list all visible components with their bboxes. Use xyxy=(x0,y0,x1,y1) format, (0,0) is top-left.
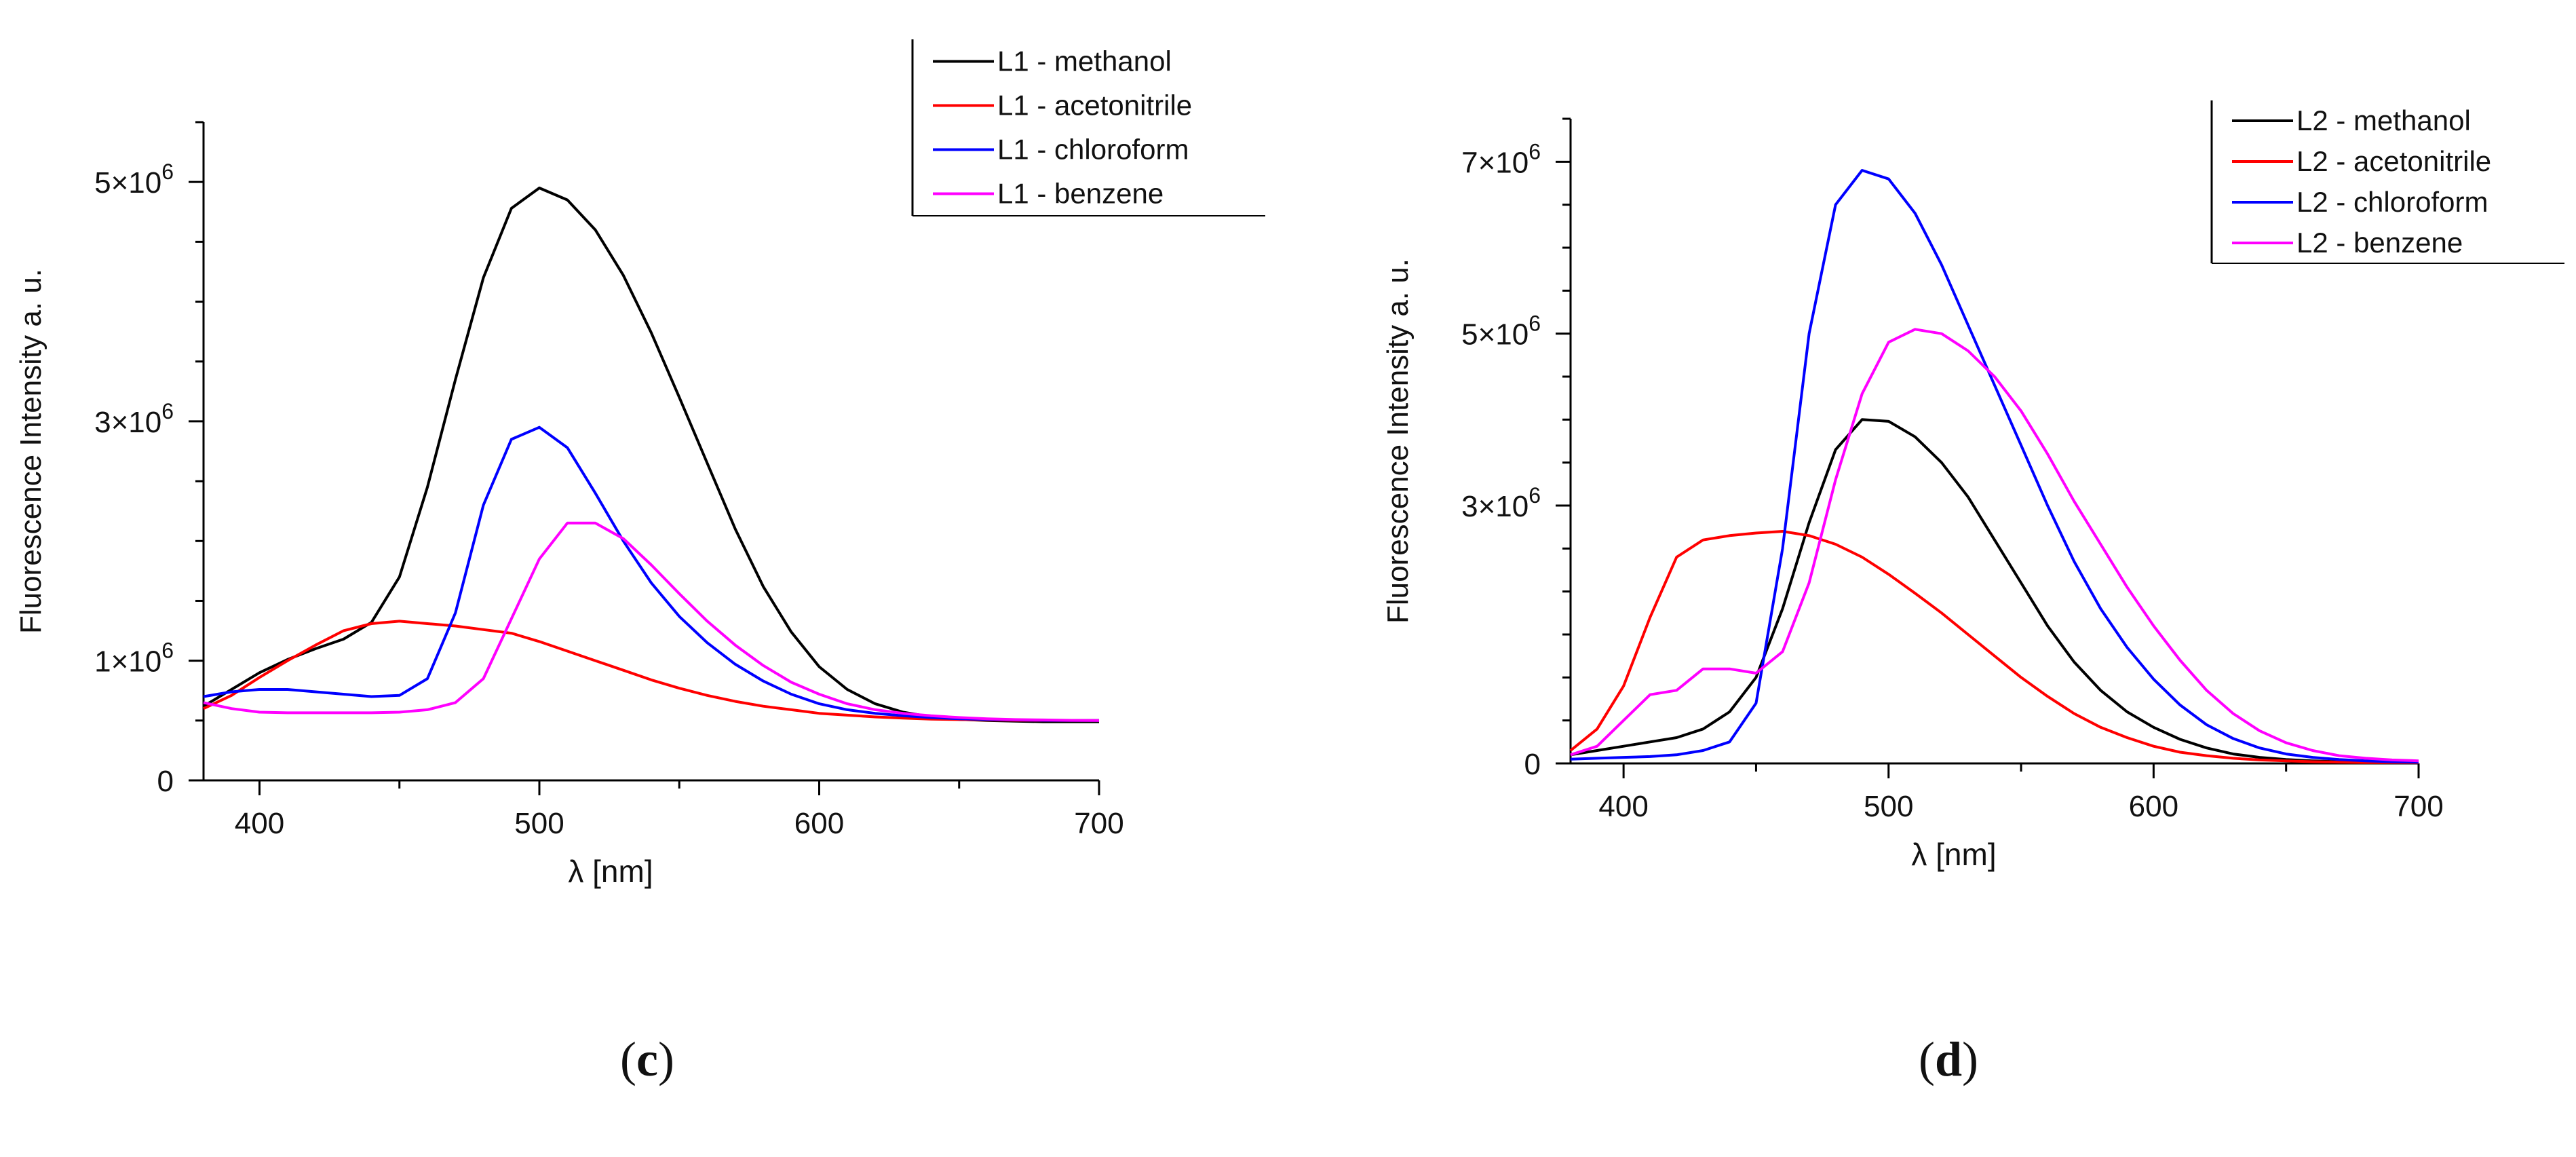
legend-entry-3: L2 - chloroform xyxy=(2296,186,2488,218)
y-tick-label: 1×106 xyxy=(94,639,174,679)
series-line-2 xyxy=(203,620,1099,722)
legend: L2 - methanol L2 - acetonitrile L2 - chlor… xyxy=(2210,100,2564,264)
series-line-3 xyxy=(1570,169,2419,764)
y-axis-label: Fluorescence Intensity a. u. xyxy=(14,269,47,634)
x-tick-label: 400 xyxy=(235,807,284,840)
legend-entry-4: L1 - benzene xyxy=(997,178,1164,210)
series-line-2 xyxy=(1569,530,2419,764)
legend-entry-1: L2 - methanol xyxy=(2296,105,2471,136)
series-line-1 xyxy=(202,187,1099,723)
series-line-1 xyxy=(1570,418,2419,764)
y-tick-label: 7×106 xyxy=(1461,139,1541,179)
x-tick-label: 400 xyxy=(1598,790,1648,823)
series-line-4 xyxy=(203,521,1100,722)
series-line-3 xyxy=(203,425,1099,722)
x-axis-label: λ [nm] xyxy=(1911,837,1996,872)
y-tick-label: 5×106 xyxy=(94,159,174,200)
series-line-4 xyxy=(1570,328,2419,763)
x-tick-label: 500 xyxy=(514,807,564,840)
y-tick-label: 3×106 xyxy=(94,399,174,439)
chart-panel-c: 400 500 600 700 0 1×106 3×106 5×106 λ [nm] Fluore… xyxy=(14,39,1265,889)
y-axis-label: Fluorescence Intensity a. u. xyxy=(1381,259,1415,624)
legend: L1 - methanol L1 - acetonitrile L1 - chlor… xyxy=(911,39,1265,216)
legend-entry-2: L2 - acetonitrile xyxy=(2296,145,2491,177)
x-tick-label: 600 xyxy=(2129,790,2178,823)
y-tick-label: 0 xyxy=(157,765,174,798)
x-tick-label: 700 xyxy=(1074,807,1123,840)
x-tick-label: 600 xyxy=(794,807,844,840)
y-tick-label: 3×106 xyxy=(1461,483,1541,523)
y-tick-label: 5×106 xyxy=(1461,311,1541,352)
panel-caption-c: (c) xyxy=(620,1032,674,1086)
x-tick-label: 700 xyxy=(2394,790,2443,823)
legend-entry-2: L1 - acetonitrile xyxy=(997,90,1192,121)
legend-entry-3: L1 - chloroform xyxy=(997,134,1189,166)
legend-entry-1: L1 - methanol xyxy=(997,45,1172,77)
y-tick-label: 0 xyxy=(1524,748,1541,781)
chart-panel-d: 400 500 600 700 0 3×106 5×106 7×106 λ [nm] Fluore… xyxy=(1381,100,2564,872)
legend-entry-4: L2 - benzene xyxy=(2296,227,2463,259)
x-axis-label: λ [nm] xyxy=(568,854,653,889)
x-tick-label: 500 xyxy=(1864,790,1913,823)
panel-caption-d: (d) xyxy=(1919,1032,1979,1086)
